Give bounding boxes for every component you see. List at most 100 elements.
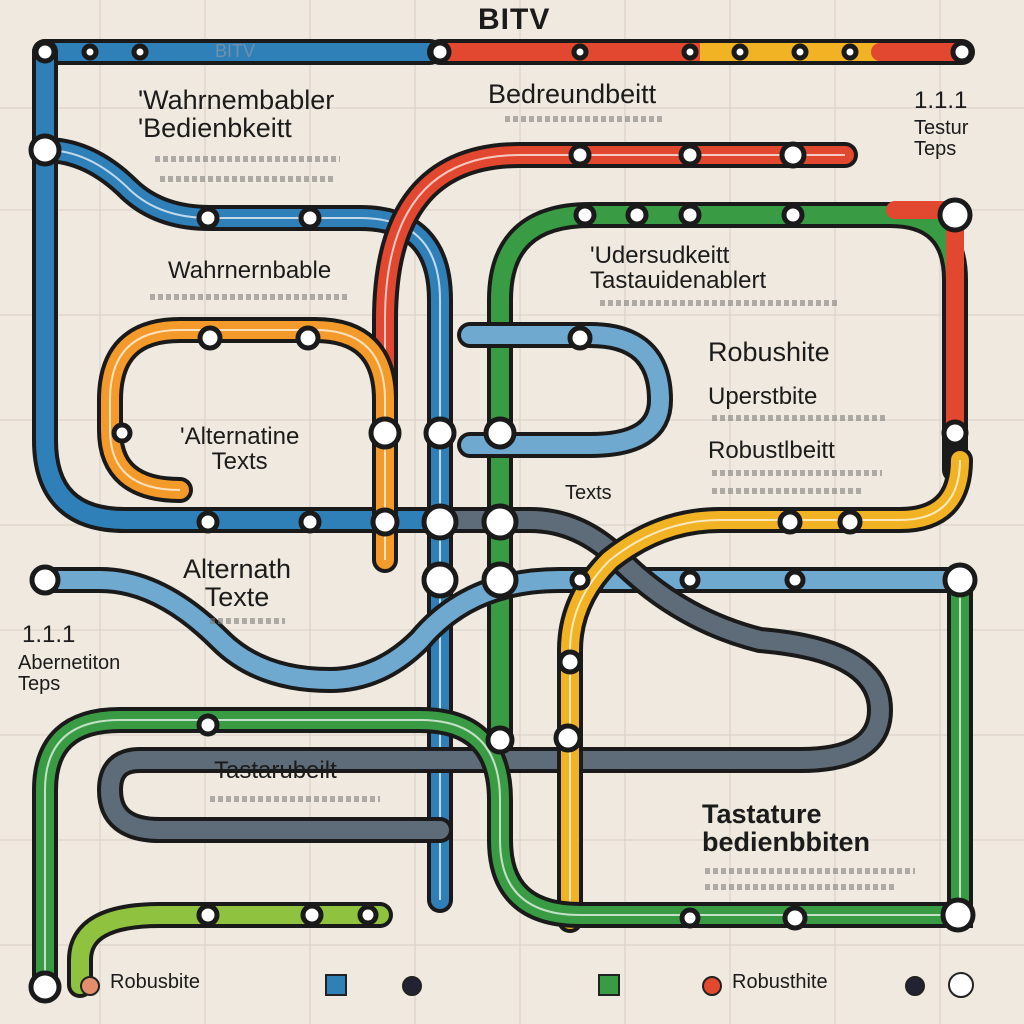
label-wahrnehmbar-mid: Wahrnernbable: [168, 257, 332, 284]
station: [837, 509, 863, 535]
station: [295, 325, 321, 351]
line-green-lower-left: [67, 902, 393, 998]
station: [678, 203, 702, 227]
station: [29, 564, 61, 596]
label-alternativ-2: Alternath Texte: [183, 554, 292, 613]
station: [131, 43, 149, 61]
station: [571, 43, 589, 61]
ref-left-sub: Abernetiton Teps: [18, 652, 121, 695]
legend-marker: [948, 972, 974, 998]
station: [782, 905, 808, 931]
label-underline: [505, 116, 665, 122]
line-orange-loop: [97, 317, 398, 573]
station: [298, 510, 322, 534]
station: [567, 325, 593, 351]
label-undersuid: 'Udersudkeitt Tastauidenablert: [590, 242, 767, 295]
label-underline: [712, 470, 882, 476]
station: [941, 419, 969, 447]
station: [423, 416, 457, 450]
station: [573, 203, 597, 227]
legend-label-2: Robusthite: [732, 971, 828, 993]
legend-label-1: Robusbite: [110, 971, 201, 993]
station: [940, 897, 976, 933]
line-yellow: [557, 447, 973, 933]
station: [950, 40, 974, 64]
label-underline: [600, 300, 840, 306]
station: [679, 569, 701, 591]
station: [731, 43, 749, 61]
station: [357, 904, 379, 926]
station: [779, 141, 807, 169]
label-underline: [705, 884, 895, 890]
station: [678, 143, 702, 167]
label-robust-2: Robustlbeitt: [708, 437, 835, 464]
legend-marker: [905, 976, 925, 996]
station: [553, 723, 583, 753]
station: [679, 907, 701, 929]
label-underline: [210, 618, 285, 624]
label-wahrnehmbar-top: 'Wahrnembabler 'Bedienbkeitt: [138, 85, 335, 144]
ref-left: 1.1.1: [22, 621, 76, 648]
station: [784, 569, 806, 591]
label-underline: [150, 294, 350, 300]
faded-line-title: BITV: [215, 41, 256, 61]
station: [33, 40, 57, 64]
station: [196, 903, 220, 927]
station: [485, 725, 515, 755]
station: [300, 903, 324, 927]
legend-marker: [402, 976, 422, 996]
station: [557, 649, 583, 675]
label-bedienbarkeit: Bedreundbeitt: [488, 79, 657, 109]
label-underline: [210, 796, 380, 802]
label-underline: [712, 488, 862, 494]
line-navy-curve: [32, 137, 453, 913]
line-left-vertical-blue: [32, 39, 453, 533]
legend-marker: [702, 976, 722, 996]
ref-right: 1.1.1: [914, 87, 968, 114]
station: [196, 510, 220, 534]
label-underline: [160, 176, 335, 182]
station: [196, 713, 220, 737]
station: [481, 561, 519, 599]
station: [197, 325, 223, 351]
station: [111, 422, 133, 444]
station: [937, 197, 973, 233]
station: [781, 203, 805, 227]
station: [28, 970, 62, 1004]
label-texts: Texts: [565, 482, 612, 504]
station: [942, 562, 978, 598]
line-green-bottom: [32, 567, 973, 998]
label-robust-1: Robushite: [708, 337, 830, 367]
station: [625, 203, 649, 227]
legend-marker: [598, 974, 620, 996]
station: [428, 40, 452, 64]
label-underline: [705, 868, 915, 874]
station: [370, 507, 400, 537]
label-tastatur-small: Tastarubeilt: [214, 757, 337, 784]
station: [568, 143, 592, 167]
station: [481, 503, 519, 541]
legend-marker: [325, 974, 347, 996]
station: [681, 43, 699, 61]
line-lightblue-hook: [457, 322, 674, 458]
station: [298, 206, 322, 230]
station: [841, 43, 859, 61]
label-tastatur-big: Tastature bedienbbiten: [702, 799, 870, 858]
station: [483, 416, 517, 450]
label-alternativ-1: 'Alternatine Texts: [180, 423, 300, 476]
label-underline: [712, 415, 887, 421]
station: [791, 43, 809, 61]
station: [28, 133, 62, 167]
station: [777, 509, 803, 535]
legend-marker: [80, 976, 100, 996]
label-underline: [155, 156, 340, 162]
map-title: BITV: [478, 3, 551, 36]
station: [569, 569, 591, 591]
label-unterstuetz: Uperstbite: [708, 383, 818, 410]
stations: [28, 40, 978, 1004]
station: [196, 206, 220, 230]
station: [368, 416, 402, 450]
line-red: [372, 142, 858, 443]
ref-right-sub: Testur Teps: [914, 117, 969, 160]
